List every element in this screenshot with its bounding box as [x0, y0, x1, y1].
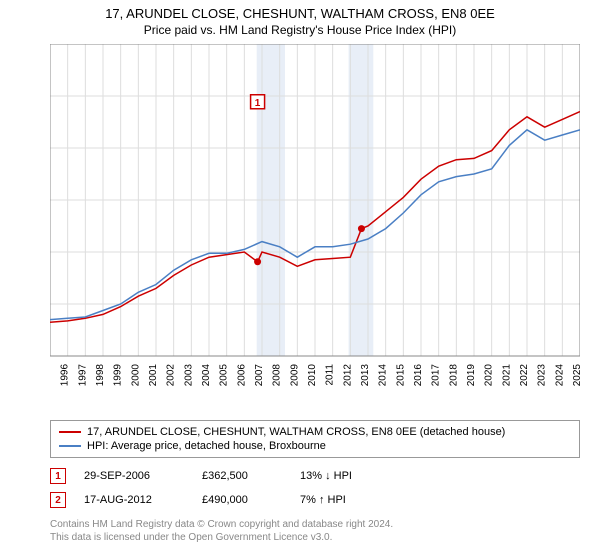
- svg-text:2009: 2009: [289, 364, 300, 387]
- svg-text:2020: 2020: [484, 364, 495, 387]
- footer-line-2: This data is licensed under the Open Gov…: [50, 531, 580, 544]
- svg-text:2008: 2008: [272, 364, 283, 387]
- svg-text:1: 1: [255, 98, 261, 109]
- svg-text:2006: 2006: [236, 364, 247, 387]
- transaction-row: 2 17-AUG-2012 £490,000 7% ↑ HPI: [50, 488, 580, 512]
- transaction-pct: 13% ↓ HPI: [300, 470, 400, 482]
- svg-text:2010: 2010: [307, 364, 318, 387]
- footer: Contains HM Land Registry data © Crown c…: [50, 518, 580, 544]
- line-chart: 12 £0£200K£400K£600K£800K£1M£1.2M 199519…: [50, 44, 580, 404]
- svg-text:2021: 2021: [501, 364, 512, 387]
- legend-swatch: [59, 431, 81, 433]
- transaction-row: 1 29-SEP-2006 £362,500 13% ↓ HPI: [50, 464, 580, 488]
- svg-text:2025: 2025: [572, 364, 580, 387]
- svg-text:2001: 2001: [148, 364, 159, 387]
- svg-text:2007: 2007: [254, 364, 265, 387]
- marker-dot-1: [254, 258, 261, 265]
- svg-text:2002: 2002: [166, 364, 177, 387]
- svg-text:2023: 2023: [537, 364, 548, 387]
- title-sub: Price paid vs. HM Land Registry's House …: [0, 23, 600, 37]
- svg-text:1996: 1996: [60, 364, 71, 387]
- svg-text:2000: 2000: [130, 364, 141, 387]
- svg-text:2013: 2013: [360, 364, 371, 387]
- svg-text:1999: 1999: [113, 364, 124, 387]
- transaction-marker: 1: [50, 468, 66, 484]
- transaction-price: £362,500: [202, 470, 282, 482]
- svg-text:2019: 2019: [466, 364, 477, 387]
- svg-text:2017: 2017: [431, 364, 442, 387]
- transaction-price: £490,000: [202, 494, 282, 506]
- svg-text:2015: 2015: [395, 364, 406, 387]
- svg-text:1998: 1998: [95, 364, 106, 387]
- transaction-pct: 7% ↑ HPI: [300, 494, 400, 506]
- svg-text:2014: 2014: [378, 364, 389, 387]
- svg-text:1995: 1995: [50, 364, 53, 387]
- svg-text:2024: 2024: [554, 364, 565, 387]
- svg-text:2003: 2003: [183, 364, 194, 387]
- title-main: 17, ARUNDEL CLOSE, CHESHUNT, WALTHAM CRO…: [0, 6, 600, 21]
- legend-item: 17, ARUNDEL CLOSE, CHESHUNT, WALTHAM CRO…: [59, 425, 571, 439]
- transaction-marker: 2: [50, 492, 66, 508]
- svg-text:2016: 2016: [413, 364, 424, 387]
- chart-container: 17, ARUNDEL CLOSE, CHESHUNT, WALTHAM CRO…: [0, 0, 600, 560]
- svg-text:2005: 2005: [219, 364, 230, 387]
- legend-item: HPI: Average price, detached house, Brox…: [59, 439, 571, 453]
- svg-text:2004: 2004: [201, 364, 212, 387]
- svg-text:2011: 2011: [325, 364, 336, 386]
- transactions-table: 1 29-SEP-2006 £362,500 13% ↓ HPI 2 17-AUG-201…: [50, 464, 580, 512]
- transaction-date: 17-AUG-2012: [84, 494, 184, 506]
- title-block: 17, ARUNDEL CLOSE, CHESHUNT, WALTHAM CRO…: [0, 0, 600, 37]
- svg-text:2012: 2012: [342, 364, 353, 387]
- svg-text:1997: 1997: [77, 364, 88, 387]
- legend: 17, ARUNDEL CLOSE, CHESHUNT, WALTHAM CRO…: [50, 420, 580, 458]
- svg-text:2022: 2022: [519, 364, 530, 387]
- marker-dot-2: [358, 225, 365, 232]
- legend-label: 17, ARUNDEL CLOSE, CHESHUNT, WALTHAM CRO…: [87, 426, 505, 438]
- svg-text:2018: 2018: [448, 364, 459, 387]
- legend-swatch: [59, 445, 81, 447]
- transaction-date: 29-SEP-2006: [84, 470, 184, 482]
- footer-line-1: Contains HM Land Registry data © Crown c…: [50, 518, 580, 531]
- legend-label: HPI: Average price, detached house, Brox…: [87, 440, 326, 452]
